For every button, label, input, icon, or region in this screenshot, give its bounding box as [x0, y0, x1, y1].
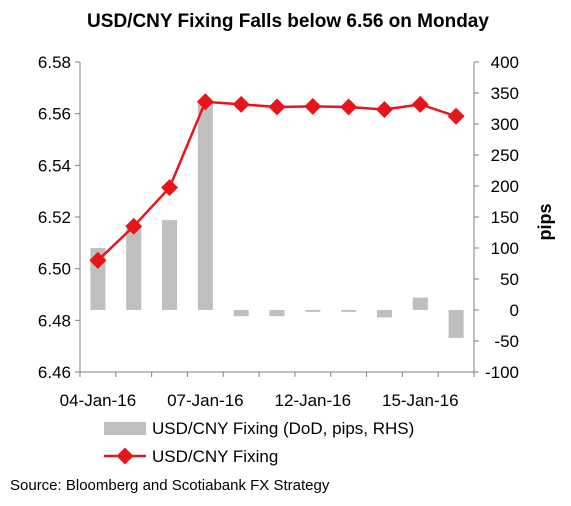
right-axis-label: pips [535, 203, 555, 240]
line-point [161, 179, 179, 197]
x-tick-label: 15-Jan-16 [382, 391, 459, 410]
legend-bar-swatch [104, 422, 146, 435]
bar-mark [412, 297, 428, 310]
bar-mark [126, 228, 142, 310]
bar-mark [376, 310, 392, 318]
bar-series [90, 101, 464, 338]
bar-mark [305, 310, 321, 312]
line-point [196, 93, 214, 111]
right-tick-label: 0 [510, 301, 519, 320]
left-tick-label: 6.58 [38, 53, 71, 72]
source-note: Source: Bloomberg and Scotiabank FX Stra… [10, 477, 330, 494]
bar-mark [269, 310, 285, 317]
line-point [375, 101, 393, 119]
left-tick-label: 6.46 [38, 363, 71, 382]
line-point [89, 251, 107, 269]
line-point [125, 217, 143, 235]
legend: USD/CNY Fixing (DoD, pips, RHS) USD/CNY … [104, 419, 414, 466]
left-tick-label: 6.56 [38, 105, 71, 124]
x-tick-label: 07-Jan-16 [167, 391, 244, 410]
left-tick-label: 6.48 [38, 311, 71, 330]
right-tick-label: -50 [494, 332, 519, 351]
bar-mark [197, 101, 213, 311]
bar-mark [341, 310, 357, 312]
axes [75, 61, 479, 377]
right-tick-label: 50 [500, 270, 519, 289]
right-tick-label: 200 [491, 177, 519, 196]
fixing-line [97, 100, 457, 262]
line-point [268, 98, 286, 116]
line-point [340, 98, 358, 116]
left-tick-label: 6.52 [38, 208, 71, 227]
chart-title: USD/CNY Fixing Falls below 6.56 on Monda… [87, 11, 489, 32]
x-tick-label: 04-Jan-16 [60, 391, 137, 410]
right-tick-label: 150 [491, 208, 519, 227]
line-point [411, 95, 429, 113]
line-point [447, 107, 465, 125]
bar-mark [448, 310, 464, 338]
line-point [304, 97, 322, 115]
right-tick-label: 250 [491, 146, 519, 165]
bar-mark [162, 220, 178, 310]
left-tick-label: 6.54 [38, 156, 71, 175]
legend-line-marker [116, 447, 134, 465]
x-tick-label: 12-Jan-16 [275, 391, 352, 410]
right-tick-label: -100 [485, 363, 519, 382]
right-tick-label: 300 [491, 115, 519, 134]
line-series [89, 93, 465, 269]
left-tick-label: 6.50 [38, 260, 71, 279]
bar-mark [233, 310, 249, 317]
right-tick-label: 350 [491, 84, 519, 103]
legend-line-label: USD/CNY Fixing [152, 447, 278, 466]
right-tick-label: 400 [491, 53, 519, 72]
line-point [232, 95, 250, 113]
legend-bar-label: USD/CNY Fixing (DoD, pips, RHS) [152, 419, 414, 438]
right-tick-label: 100 [491, 239, 519, 258]
tick-labels: 6.46 6.48 6.50 6.52 6.54 6.56 6.58 -100 -50 0 50 10… [38, 53, 519, 410]
